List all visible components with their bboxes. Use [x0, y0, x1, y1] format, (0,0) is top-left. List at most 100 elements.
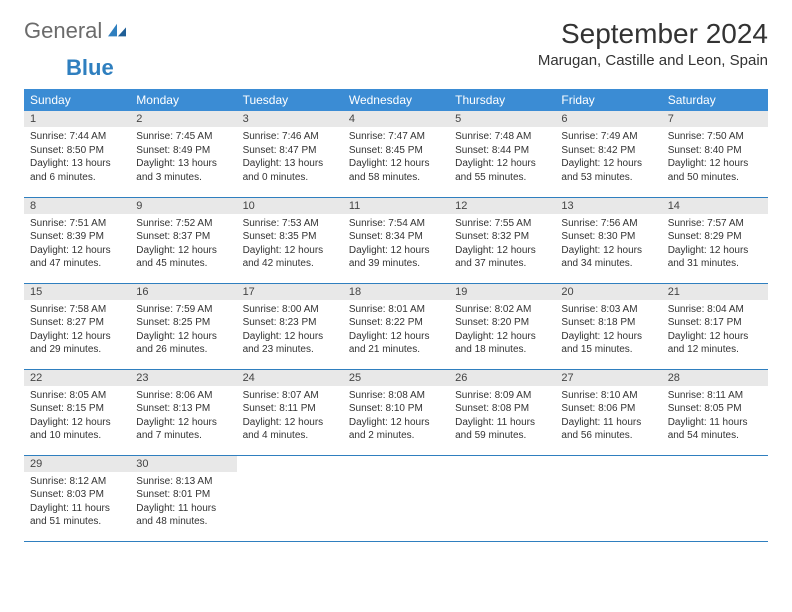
day-body: Sunrise: 8:00 AMSunset: 8:23 PMDaylight:…: [237, 300, 343, 361]
day-body: Sunrise: 8:08 AMSunset: 8:10 PMDaylight:…: [343, 386, 449, 447]
weekday-header: Sunday: [24, 89, 130, 111]
day-body: Sunrise: 8:03 AMSunset: 8:18 PMDaylight:…: [555, 300, 661, 361]
day-body: Sunrise: 7:55 AMSunset: 8:32 PMDaylight:…: [449, 214, 555, 275]
calendar-cell: [449, 455, 555, 541]
day-number: 18: [343, 284, 449, 300]
daylight-text-1: Daylight: 12 hours: [136, 244, 230, 258]
day-number: 9: [130, 198, 236, 214]
daylight-text-2: and 3 minutes.: [136, 171, 230, 185]
calendar-cell: [343, 455, 449, 541]
calendar-cell: 28Sunrise: 8:11 AMSunset: 8:05 PMDayligh…: [662, 369, 768, 455]
sunset-text: Sunset: 8:23 PM: [243, 316, 337, 330]
daylight-text-1: Daylight: 12 hours: [668, 244, 762, 258]
sunset-text: Sunset: 8:13 PM: [136, 402, 230, 416]
day-body: Sunrise: 8:13 AMSunset: 8:01 PMDaylight:…: [130, 472, 236, 533]
daylight-text-1: Daylight: 12 hours: [243, 244, 337, 258]
daylight-text-2: and 34 minutes.: [561, 257, 655, 271]
sunset-text: Sunset: 8:17 PM: [668, 316, 762, 330]
sunrise-text: Sunrise: 8:06 AM: [136, 389, 230, 403]
daylight-text-2: and 53 minutes.: [561, 171, 655, 185]
day-number: 25: [343, 370, 449, 386]
daylight-text-1: Daylight: 12 hours: [243, 416, 337, 430]
calendar-cell: 4Sunrise: 7:47 AMSunset: 8:45 PMDaylight…: [343, 111, 449, 197]
calendar-cell: 25Sunrise: 8:08 AMSunset: 8:10 PMDayligh…: [343, 369, 449, 455]
sunrise-text: Sunrise: 8:07 AM: [243, 389, 337, 403]
day-number: 11: [343, 198, 449, 214]
title-block: September 2024 Marugan, Castille and Leo…: [538, 18, 768, 69]
daylight-text-1: Daylight: 12 hours: [668, 157, 762, 171]
day-number: 12: [449, 198, 555, 214]
day-body: Sunrise: 7:44 AMSunset: 8:50 PMDaylight:…: [24, 127, 130, 188]
day-body: Sunrise: 8:02 AMSunset: 8:20 PMDaylight:…: [449, 300, 555, 361]
day-number: 24: [237, 370, 343, 386]
day-number: 6: [555, 111, 661, 127]
weekday-header: Saturday: [662, 89, 768, 111]
daylight-text-2: and 56 minutes.: [561, 429, 655, 443]
calendar-cell: 9Sunrise: 7:52 AMSunset: 8:37 PMDaylight…: [130, 197, 236, 283]
calendar-row: 1Sunrise: 7:44 AMSunset: 8:50 PMDaylight…: [24, 111, 768, 197]
day-body: Sunrise: 7:48 AMSunset: 8:44 PMDaylight:…: [449, 127, 555, 188]
sunset-text: Sunset: 8:10 PM: [349, 402, 443, 416]
day-number: 21: [662, 284, 768, 300]
day-number: 26: [449, 370, 555, 386]
sunset-text: Sunset: 8:34 PM: [349, 230, 443, 244]
day-number: 8: [24, 198, 130, 214]
daylight-text-1: Daylight: 11 hours: [668, 416, 762, 430]
daylight-text-2: and 0 minutes.: [243, 171, 337, 185]
sunset-text: Sunset: 8:47 PM: [243, 144, 337, 158]
sunset-text: Sunset: 8:05 PM: [668, 402, 762, 416]
calendar-cell: 17Sunrise: 8:00 AMSunset: 8:23 PMDayligh…: [237, 283, 343, 369]
sunset-text: Sunset: 8:42 PM: [561, 144, 655, 158]
daylight-text-1: Daylight: 12 hours: [668, 330, 762, 344]
day-number: 15: [24, 284, 130, 300]
calendar-cell: 1Sunrise: 7:44 AMSunset: 8:50 PMDaylight…: [24, 111, 130, 197]
calendar-cell: 19Sunrise: 8:02 AMSunset: 8:20 PMDayligh…: [449, 283, 555, 369]
daylight-text-2: and 37 minutes.: [455, 257, 549, 271]
logo-text-blue: Blue: [66, 55, 114, 80]
sunset-text: Sunset: 8:11 PM: [243, 402, 337, 416]
daylight-text-2: and 23 minutes.: [243, 343, 337, 357]
daylight-text-1: Daylight: 12 hours: [349, 330, 443, 344]
day-body: Sunrise: 7:45 AMSunset: 8:49 PMDaylight:…: [130, 127, 236, 188]
sunset-text: Sunset: 8:29 PM: [668, 230, 762, 244]
daylight-text-1: Daylight: 12 hours: [455, 157, 549, 171]
sunrise-text: Sunrise: 8:02 AM: [455, 303, 549, 317]
weekday-header: Monday: [130, 89, 236, 111]
sunset-text: Sunset: 8:03 PM: [30, 488, 124, 502]
day-number: 1: [24, 111, 130, 127]
day-body: Sunrise: 8:09 AMSunset: 8:08 PMDaylight:…: [449, 386, 555, 447]
calendar-cell: 6Sunrise: 7:49 AMSunset: 8:42 PMDaylight…: [555, 111, 661, 197]
daylight-text-1: Daylight: 12 hours: [30, 330, 124, 344]
day-number: 20: [555, 284, 661, 300]
daylight-text-1: Daylight: 12 hours: [136, 330, 230, 344]
sunrise-text: Sunrise: 7:54 AM: [349, 217, 443, 231]
daylight-text-2: and 48 minutes.: [136, 515, 230, 529]
sunset-text: Sunset: 8:30 PM: [561, 230, 655, 244]
daylight-text-2: and 58 minutes.: [349, 171, 443, 185]
sunset-text: Sunset: 8:15 PM: [30, 402, 124, 416]
sunset-text: Sunset: 8:37 PM: [136, 230, 230, 244]
sunrise-text: Sunrise: 7:48 AM: [455, 130, 549, 144]
weekday-header: Friday: [555, 89, 661, 111]
sunrise-text: Sunrise: 8:00 AM: [243, 303, 337, 317]
day-body: Sunrise: 7:52 AMSunset: 8:37 PMDaylight:…: [130, 214, 236, 275]
sunrise-text: Sunrise: 7:58 AM: [30, 303, 124, 317]
sunrise-text: Sunrise: 7:59 AM: [136, 303, 230, 317]
day-body: Sunrise: 7:57 AMSunset: 8:29 PMDaylight:…: [662, 214, 768, 275]
day-body: Sunrise: 8:05 AMSunset: 8:15 PMDaylight:…: [24, 386, 130, 447]
day-number: 2: [130, 111, 236, 127]
day-body: Sunrise: 7:50 AMSunset: 8:40 PMDaylight:…: [662, 127, 768, 188]
sunrise-text: Sunrise: 7:55 AM: [455, 217, 549, 231]
day-number: 28: [662, 370, 768, 386]
calendar-cell: [662, 455, 768, 541]
sunset-text: Sunset: 8:27 PM: [30, 316, 124, 330]
calendar-cell: 30Sunrise: 8:13 AMSunset: 8:01 PMDayligh…: [130, 455, 236, 541]
sunset-text: Sunset: 8:06 PM: [561, 402, 655, 416]
sunset-text: Sunset: 8:50 PM: [30, 144, 124, 158]
calendar-cell: [237, 455, 343, 541]
day-body: Sunrise: 7:46 AMSunset: 8:47 PMDaylight:…: [237, 127, 343, 188]
sunrise-text: Sunrise: 8:01 AM: [349, 303, 443, 317]
daylight-text-1: Daylight: 12 hours: [561, 157, 655, 171]
daylight-text-2: and 54 minutes.: [668, 429, 762, 443]
daylight-text-2: and 21 minutes.: [349, 343, 443, 357]
